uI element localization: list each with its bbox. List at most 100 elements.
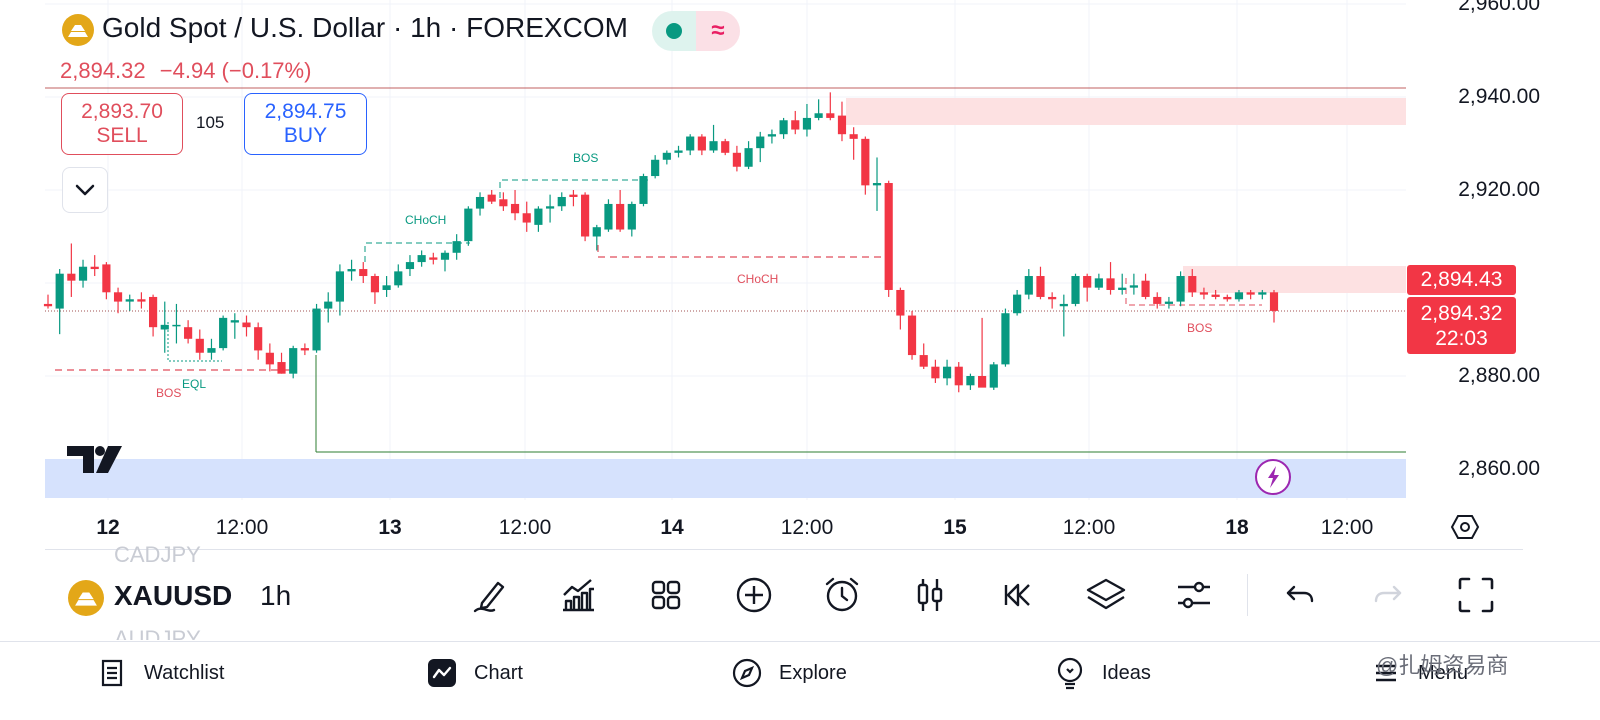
candle [219, 315, 228, 351]
candle [230, 313, 239, 339]
candle [791, 110, 800, 135]
candle [779, 117, 788, 139]
candle [662, 150, 671, 165]
time-axis-label: 12:00 [215, 516, 269, 539]
nav-watchlist[interactable]: Watchlist [96, 652, 224, 694]
candle [1048, 292, 1057, 309]
fullscreen-button[interactable] [1454, 573, 1498, 617]
candle-body [872, 183, 882, 186]
candle-body [207, 348, 216, 353]
settings-hex-icon [1450, 515, 1480, 539]
nav-chart-label: Chart [474, 661, 523, 684]
candle [861, 136, 870, 195]
candle-body [172, 324, 181, 327]
candle-body [1059, 303, 1068, 307]
candle [627, 201, 636, 237]
alert-button[interactable] [820, 573, 864, 617]
nav-ideas[interactable]: Ideas [1054, 652, 1151, 694]
candle-body [254, 327, 263, 351]
symbol-selector[interactable]: XAUUSD [114, 580, 233, 611]
candle-body [907, 315, 917, 356]
candle-body [954, 366, 963, 386]
candle-body [861, 138, 870, 186]
gold-symbol-logo [68, 580, 104, 616]
undo-button[interactable] [1278, 573, 1322, 617]
nav-menu[interactable]: Menu [1370, 652, 1468, 694]
chart-settings-button[interactable] [1450, 512, 1480, 542]
candle-body [1024, 276, 1033, 295]
candle-body [405, 262, 415, 270]
candle-body [347, 269, 356, 272]
candle [43, 294, 53, 309]
nav-divider [0, 641, 1600, 642]
buy-button[interactable]: 2,894.75 BUY [244, 93, 367, 155]
candle-body [919, 355, 928, 367]
candle [534, 206, 543, 232]
flash-icon[interactable] [1255, 459, 1291, 495]
toolbar-divider [45, 549, 1523, 550]
candle-body [137, 299, 146, 302]
draw-button[interactable] [468, 573, 512, 617]
collapse-button[interactable] [62, 167, 108, 213]
candle [464, 206, 473, 246]
chart-settings-button[interactable] [1172, 573, 1216, 617]
candle [756, 131, 765, 163]
candle [1223, 294, 1232, 302]
indicators-button[interactable] [556, 573, 600, 617]
candle [686, 134, 695, 156]
chart-type-button[interactable] [908, 573, 952, 617]
candle-body [1223, 296, 1232, 300]
candle-body [487, 194, 496, 202]
candle [242, 315, 251, 337]
layers-icon [1086, 578, 1126, 610]
candle [394, 264, 403, 288]
candle-body [113, 292, 123, 302]
candle-body [429, 257, 438, 260]
candle-body [475, 196, 485, 209]
candle-body [1188, 276, 1197, 293]
candle [1013, 289, 1022, 316]
candle [849, 127, 858, 160]
candle [475, 192, 485, 216]
candle-body [884, 183, 893, 290]
candle [931, 359, 940, 383]
chart-title[interactable]: Gold Spot / U.S. Dollar · 1h · FOREXCOM [102, 12, 628, 43]
candle [499, 192, 508, 211]
candle-body [1153, 296, 1162, 304]
interval-selector[interactable]: 1h [260, 580, 292, 611]
candle [113, 287, 123, 314]
nav-chart[interactable]: Chart [426, 652, 523, 694]
supply-zone-upper [846, 98, 1406, 125]
wave-icon: ≈ [696, 11, 740, 51]
candle [1001, 308, 1010, 367]
candle-body [744, 148, 753, 167]
redo-icon [1374, 585, 1402, 603]
layouts-button[interactable] [644, 573, 688, 617]
replay-button[interactable] [996, 573, 1040, 617]
candle-body [499, 199, 508, 207]
time-axis-label: 12:00 [1320, 516, 1374, 539]
candle-body [1164, 301, 1174, 304]
candle-body [67, 273, 76, 281]
candle [978, 317, 987, 388]
nav-watchlist-label: Watchlist [144, 661, 225, 684]
candle [1153, 292, 1162, 309]
candle-body [102, 264, 111, 293]
market-status-pill[interactable]: ≈ [652, 11, 740, 51]
sell-button[interactable]: 2,893.70 SELL [61, 93, 183, 155]
candle-body [709, 141, 718, 151]
tradingview-logo [67, 446, 122, 473]
candle-body [370, 276, 380, 293]
annotation-bos-1: BOS [156, 386, 181, 400]
candle [907, 310, 917, 360]
redo-button[interactable] [1366, 573, 1410, 617]
nav-explore[interactable]: Explore [731, 652, 847, 694]
candles-icon [917, 579, 943, 611]
candle [207, 338, 216, 360]
candle-body [1269, 292, 1279, 311]
object-tree-button[interactable] [1084, 573, 1128, 617]
candle [405, 255, 415, 277]
lightbulb-icon [1054, 657, 1086, 690]
add-button[interactable] [732, 573, 776, 617]
